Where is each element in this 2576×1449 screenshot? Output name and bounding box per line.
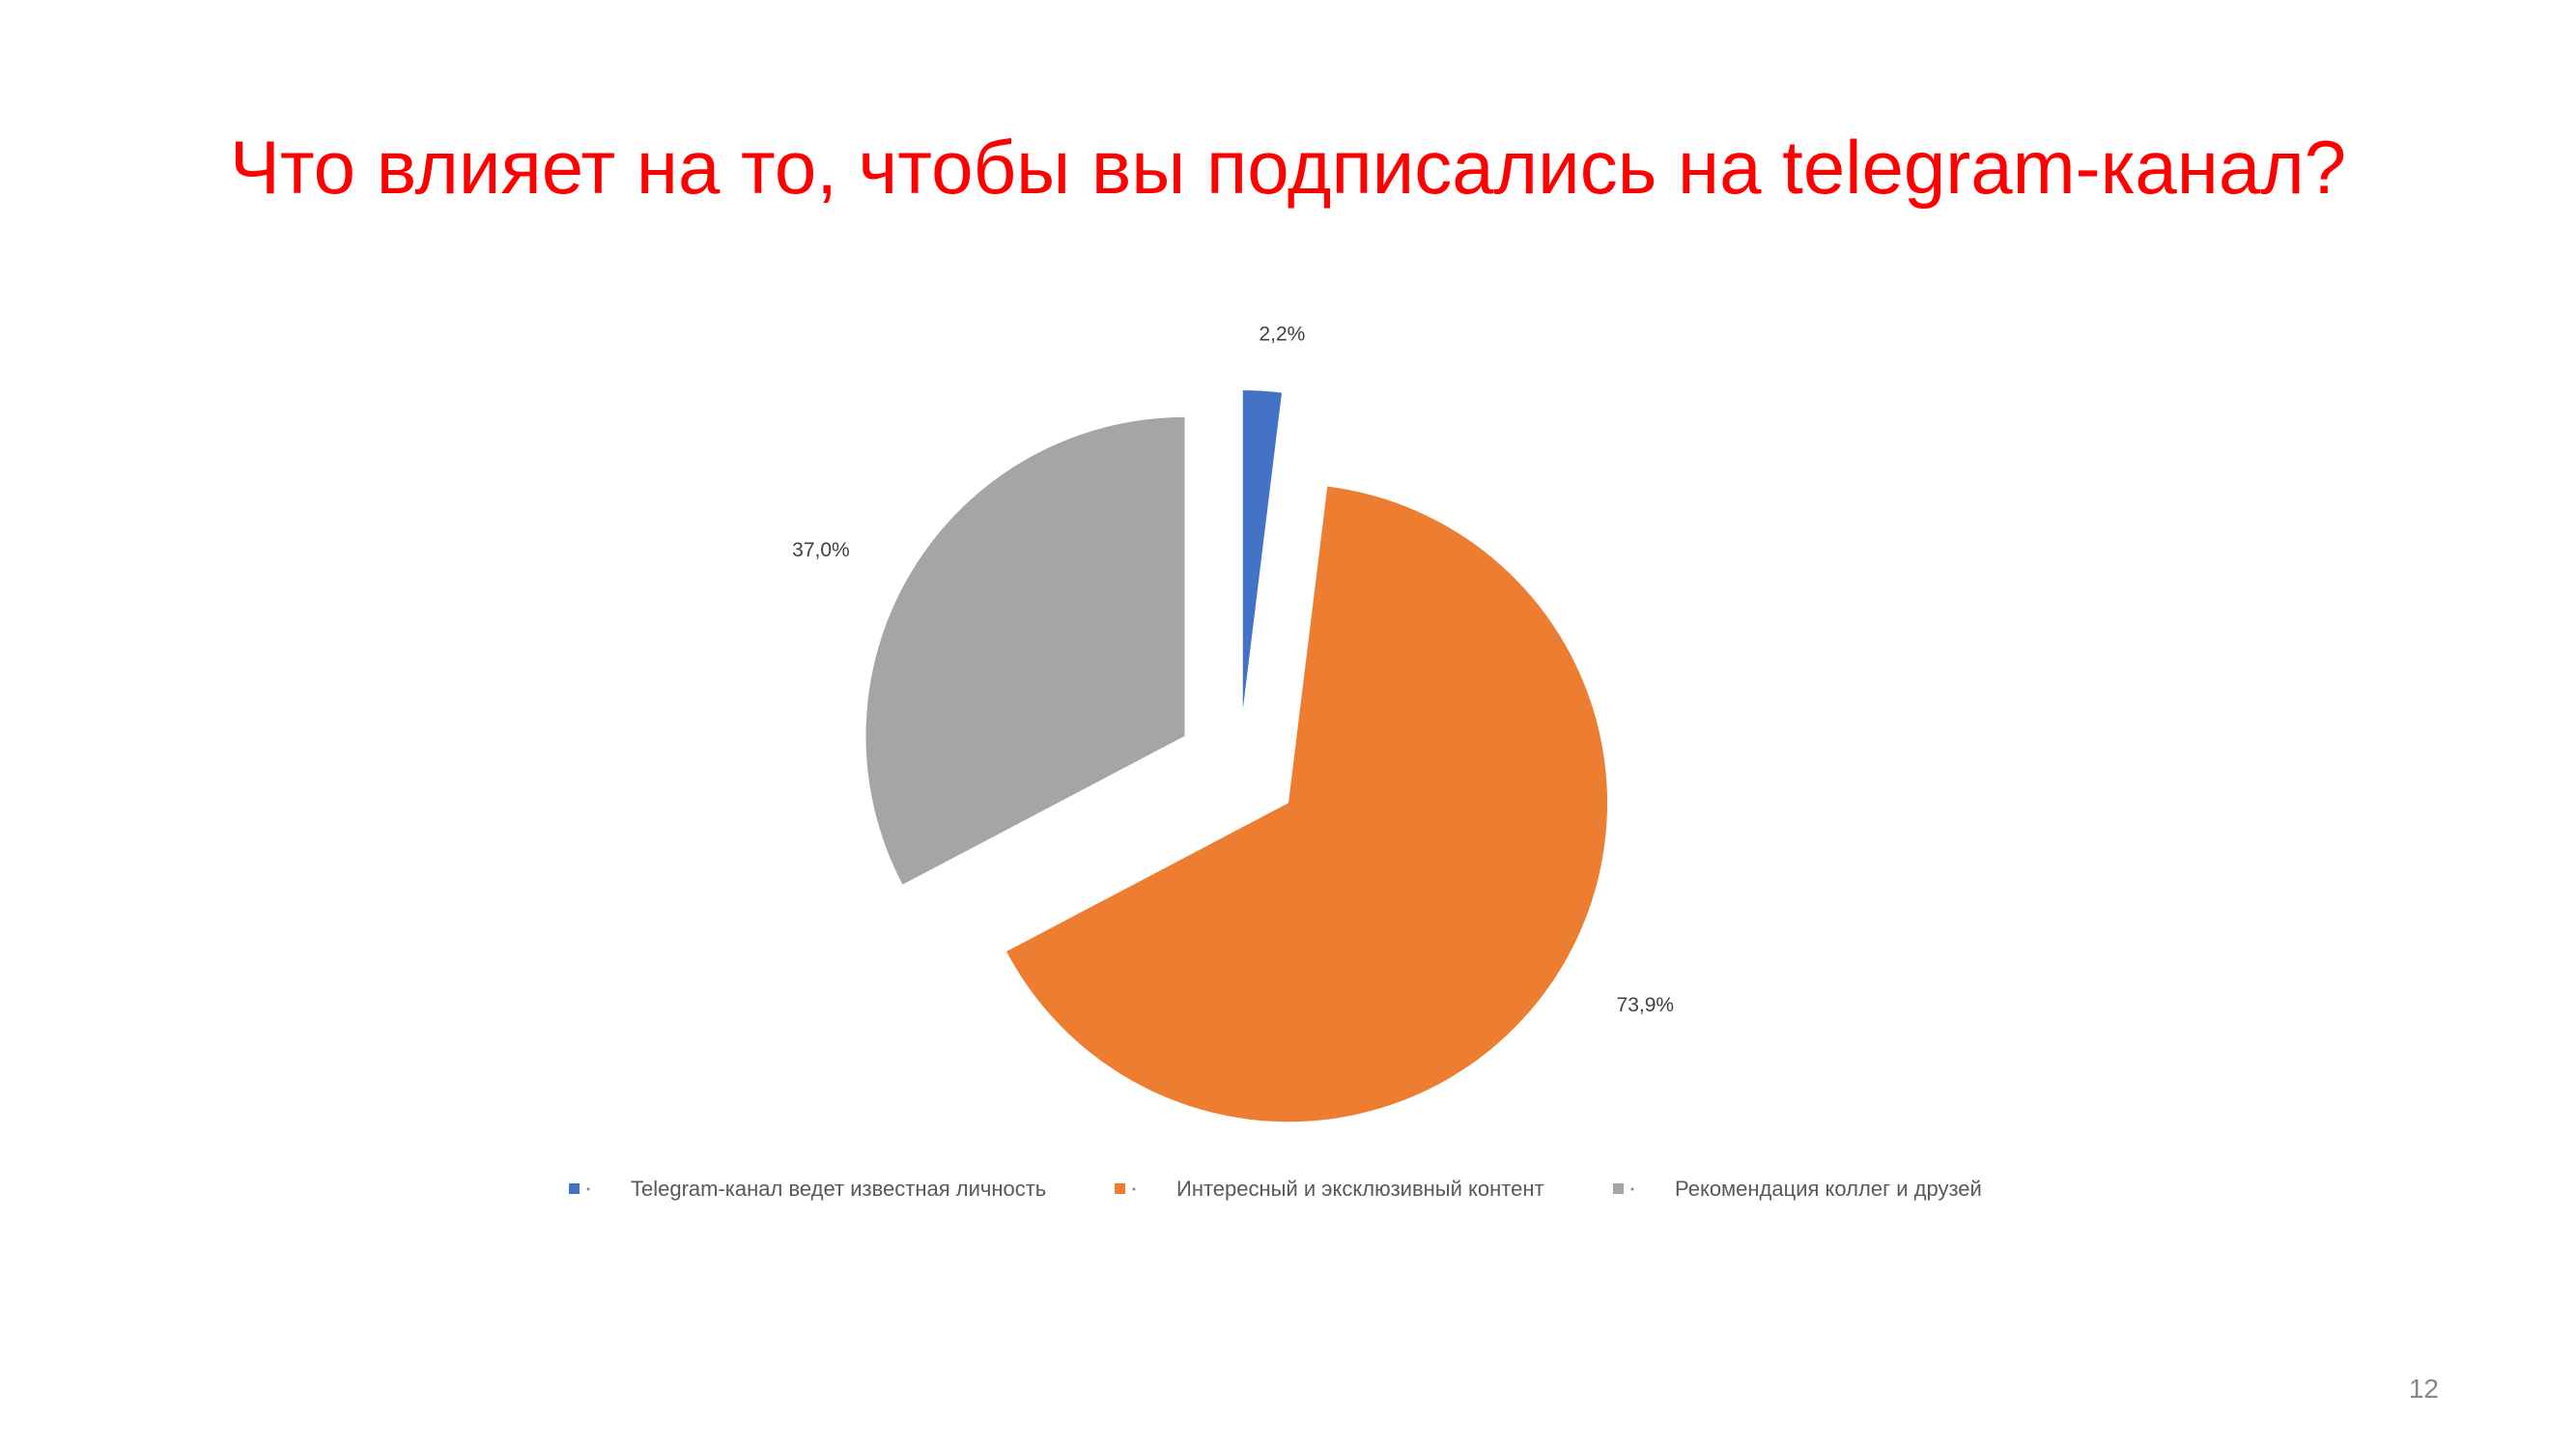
legend-label-1: Telegram-канал ведет известная личность xyxy=(631,1177,1046,1201)
chart-legend: Telegram-канал ведет известная личность И… xyxy=(569,1177,1982,1201)
page-number: 12 xyxy=(2408,1374,2439,1404)
pie-data-label-2: 73,9% xyxy=(1617,994,1675,1016)
pie-data-labels: 2,2% 73,9% 37,0% xyxy=(792,323,1674,1016)
legend-bullet-2 xyxy=(1132,1187,1136,1191)
pie-data-label-3: 37,0% xyxy=(792,539,850,561)
pie-slice-1 xyxy=(1242,390,1283,710)
pie-slice-2 xyxy=(1006,486,1608,1122)
legend-swatch-2 xyxy=(1115,1183,1125,1194)
pie-data-label-1: 2,2% xyxy=(1259,323,1305,345)
legend-label-3: Рекомендация коллег и друзей xyxy=(1675,1177,1982,1201)
slide-title: Что влияет на то, чтобы вы подписались н… xyxy=(229,125,2347,210)
pie-slices xyxy=(865,390,1608,1122)
pie-slice-3 xyxy=(865,416,1185,885)
legend-label-2: Интересный и эксклюзивный контент xyxy=(1176,1177,1544,1201)
legend-swatch-1 xyxy=(569,1183,580,1194)
legend-bullet-3 xyxy=(1630,1187,1634,1191)
legend-swatch-3 xyxy=(1613,1183,1624,1194)
legend-bullet-1 xyxy=(586,1187,590,1191)
